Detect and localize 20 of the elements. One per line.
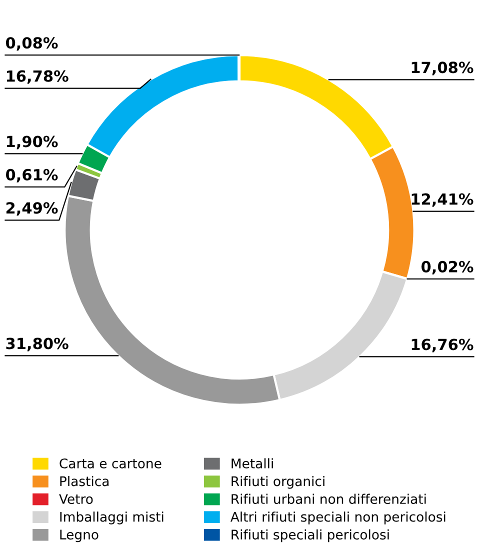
data-label: 0,02% xyxy=(421,260,474,274)
legend-label: Plastica xyxy=(60,476,109,486)
data-label: 1,90% xyxy=(6,136,58,150)
legend-label: Metalli xyxy=(232,458,273,468)
data-label: 16,76% xyxy=(412,338,474,352)
legend-label: Imballaggi misti xyxy=(60,512,164,524)
data-label: 0,08% xyxy=(6,37,58,51)
legend-label: Carta e cartone xyxy=(60,458,162,468)
legend-label: Vetro xyxy=(59,494,93,504)
data-label: 16,78% xyxy=(6,70,68,84)
legend-label: Rifiuti urbani non differenziati xyxy=(232,494,426,504)
legend-label: Altri rifiuti speciali non pericolosi xyxy=(230,512,446,524)
legend-label: Rifiuti speciali pericolosi xyxy=(232,529,389,542)
data-label: 31,80% xyxy=(6,338,68,352)
data-label: 12,41% xyxy=(412,193,474,207)
data-label: 2,49% xyxy=(6,202,58,216)
legend-label: Legno xyxy=(60,530,98,542)
legend-label: Rifiuti organici xyxy=(232,476,324,489)
data-label: 0,61% xyxy=(6,168,58,182)
data-label: 17,08% xyxy=(412,62,474,76)
